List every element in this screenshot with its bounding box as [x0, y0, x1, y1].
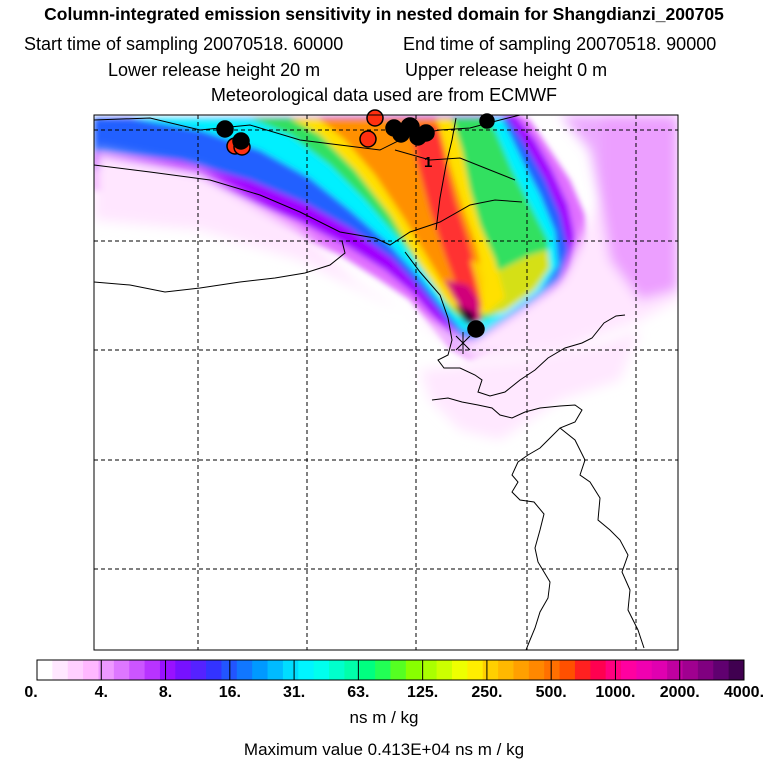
colorbar-swatch — [605, 660, 622, 680]
colorbar-tick-label: 8. — [158, 684, 173, 701]
colorbar-swatch — [528, 660, 545, 680]
colorbar-swatch — [236, 660, 253, 680]
colorbar-swatch — [390, 660, 407, 680]
colorbar-units: ns m / kg — [349, 708, 419, 727]
colorbar-swatch — [590, 660, 607, 680]
colorbar-tick-label: 4. — [94, 684, 108, 701]
end-time-label: End time of sampling 20070518. 90000 — [403, 34, 717, 54]
colorbar-swatch — [175, 660, 192, 680]
plume-core-dark — [455, 305, 476, 326]
map-frame — [93, 114, 679, 651]
coastlines — [94, 115, 645, 650]
colorbar-swatch — [83, 660, 99, 680]
colorbar-swatch — [574, 660, 591, 680]
colorbar-swatch — [482, 660, 499, 680]
colorbar-tick-label: 31. — [282, 684, 306, 701]
colorbar-tick-label: 500. — [535, 684, 567, 701]
colorbar-tick-label: 2000. — [659, 684, 700, 701]
map-title: Column-integrated emission sensitivity i… — [44, 4, 724, 24]
colorbar-swatch — [144, 660, 161, 680]
maximum-value-label: Maximum value 0.413E+04 ns m / kg — [243, 740, 525, 759]
colorbar-swatch — [359, 660, 376, 680]
colorbar-swatch — [344, 660, 361, 680]
colorbar-tick-label: 63. — [347, 684, 370, 701]
upper-release-label: Upper release height 0 m — [405, 60, 608, 80]
station-markers — [216, 109, 495, 338]
colorbar-swatch — [375, 660, 391, 680]
marker-red-dot — [366, 109, 384, 127]
graticule — [94, 115, 678, 650]
border-line-2 — [435, 117, 457, 231]
border-line-1 — [94, 164, 523, 246]
met-data-label: Meteorological data used are from ECMWF — [210, 85, 558, 105]
colorbar-swatch — [129, 660, 146, 680]
colorbar-swatch — [636, 660, 653, 680]
colorbar-tick-label: 125. — [407, 684, 439, 701]
plume-layers — [94, 115, 590, 360]
colorbar-tick-label: 0. — [24, 684, 38, 701]
colorbar-tick-label: 4000. — [723, 684, 765, 701]
colorbar-swatch — [697, 660, 714, 680]
marker-black-dot — [216, 120, 234, 138]
colorbar — [36, 659, 745, 681]
colorbar-tick-label: 1000. — [595, 684, 636, 701]
sensitivity-field — [94, 115, 678, 650]
colorbar-swatch — [682, 660, 699, 680]
colorbar-swatch — [667, 660, 684, 680]
colorbar-swatch — [298, 660, 315, 680]
colorbar-swatch — [421, 660, 438, 680]
colorbar-swatch — [451, 660, 468, 680]
coastline-peninsula — [431, 397, 583, 650]
release-site-cross — [455, 332, 471, 354]
low-sensitivity-patches — [94, 115, 678, 440]
lower-release-label: Lower release height 20 m — [108, 60, 321, 80]
pink-patch — [560, 115, 678, 300]
colorbar-swatch — [467, 660, 484, 680]
colorbar-swatch — [267, 660, 284, 680]
colorbar-tick-labels: 0. 4. 8. 16. 31. 63. 125. 250. 500. 1000. 2000. 400… — [0, 684, 768, 706]
coastline-north — [94, 115, 521, 151]
colorbar-tick-label: 250. — [471, 684, 503, 701]
low-patch — [420, 330, 640, 440]
colorbar-swatch — [67, 660, 84, 680]
colorbar-swatch — [544, 660, 561, 680]
colorbar-swatch — [329, 660, 345, 680]
start-time-label: Start time of sampling 20070518. 60000 — [24, 34, 344, 54]
colorbar-swatch — [436, 660, 453, 680]
colorbar-swatch — [713, 660, 730, 680]
low-patch — [94, 115, 678, 360]
colorbar-swatch — [621, 660, 637, 680]
colorbar-swatch — [206, 660, 222, 680]
colorbar-swatch — [728, 660, 745, 680]
marker-red-dot — [359, 130, 377, 148]
colorbar-swatch — [113, 660, 130, 680]
colorbar-swatch — [498, 660, 514, 680]
colorbar-swatch — [651, 660, 668, 680]
marker-black-dot — [467, 320, 485, 338]
plume-yellow-east — [470, 250, 550, 315]
colorbar-swatch — [190, 660, 207, 680]
marker-black-dot — [232, 132, 250, 150]
marker-black-dot — [417, 124, 435, 142]
colorbar-swatch — [159, 660, 176, 680]
colorbar-swatch — [313, 660, 330, 680]
colorbar-swatch — [37, 660, 53, 680]
border-line-3 — [394, 149, 516, 181]
colorbar-swatch — [252, 660, 269, 680]
marker-black-dot — [479, 113, 495, 129]
colorbar-tick-label: 16. — [218, 684, 241, 701]
colorbar-swatch — [98, 660, 115, 680]
plume-red — [410, 125, 480, 315]
coastline-bohai — [94, 240, 626, 397]
trajectory-marker-label: 1 — [424, 154, 432, 171]
colorbar-swatch — [559, 660, 576, 680]
colorbar-swatch — [282, 660, 299, 680]
colorbar-swatch — [52, 660, 69, 680]
colorbar-swatch — [405, 660, 422, 680]
coastline-east — [559, 427, 645, 649]
colorbar-swatch — [513, 660, 530, 680]
